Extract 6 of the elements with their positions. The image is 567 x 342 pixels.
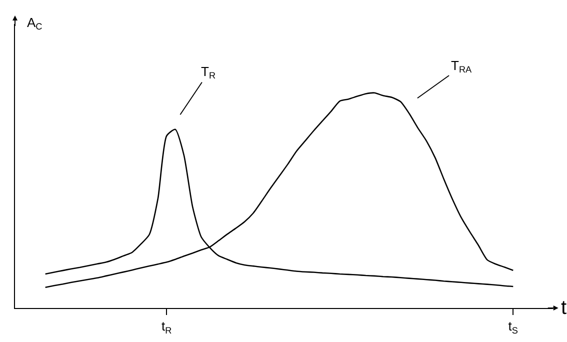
text: T$_{R}$	[201, 64, 216, 81]
y-axis-title: A$_{C}$	[27, 15, 43, 32]
text: T$_{RA}$	[451, 58, 473, 75]
x-tick-label: t$_{S}$	[508, 318, 518, 336]
x-tick-label: t$_{R}$	[162, 318, 172, 336]
x-axis-title: t	[561, 297, 567, 319]
